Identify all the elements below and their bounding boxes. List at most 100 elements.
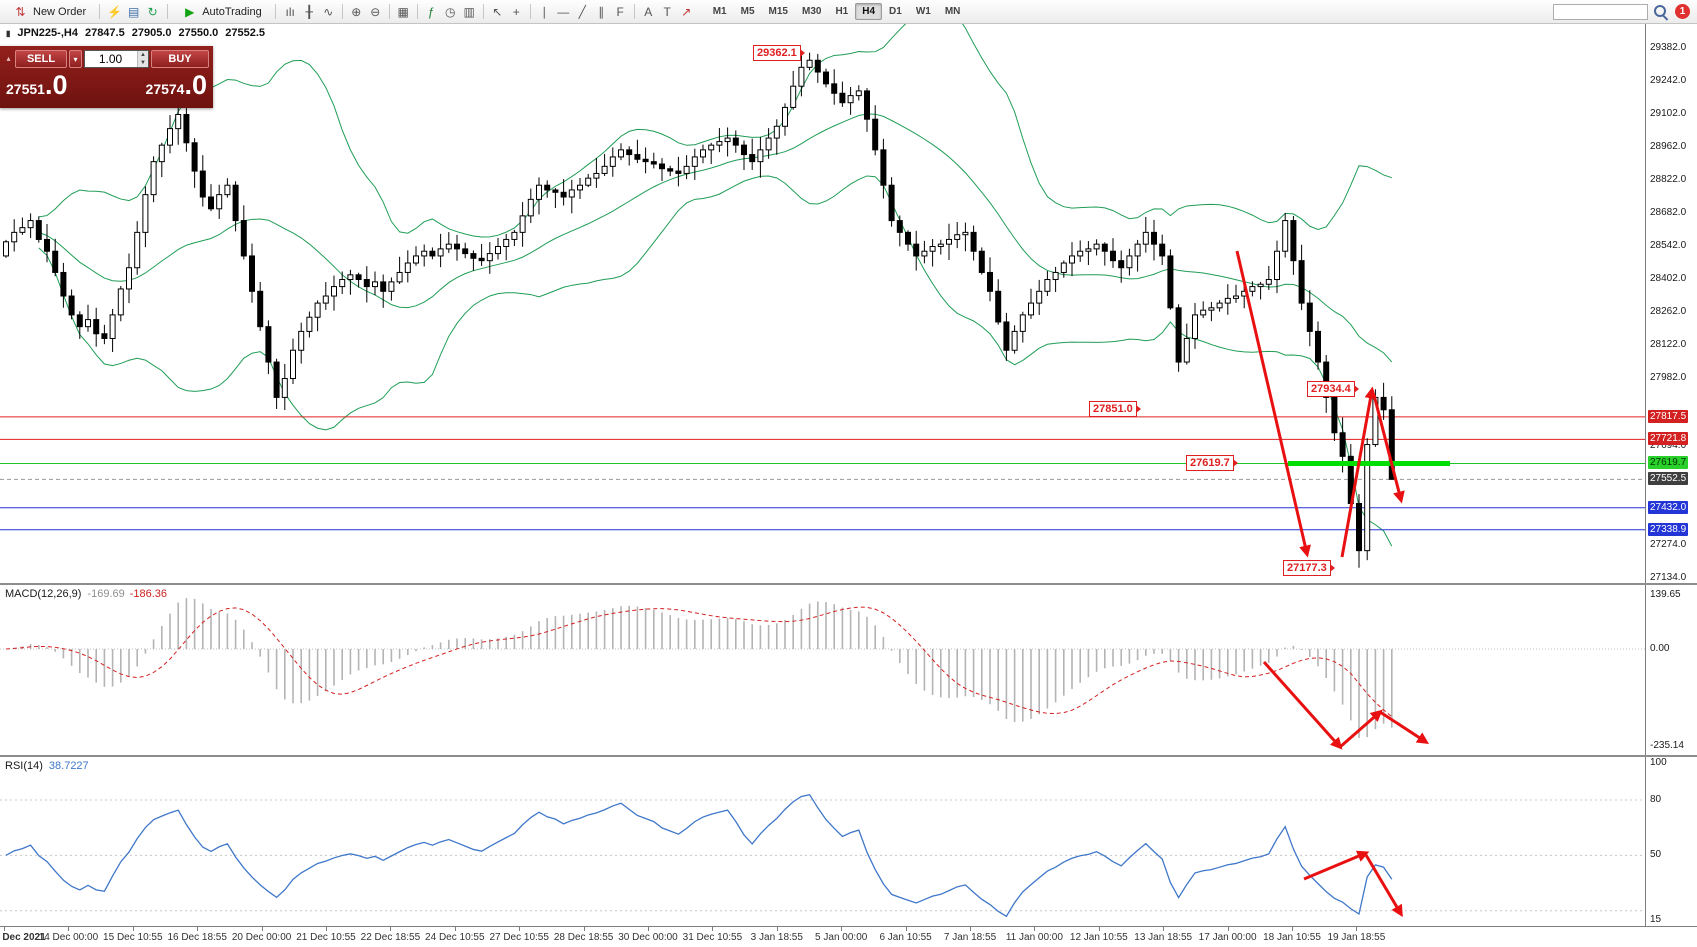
timeframe-w1-button[interactable]: W1 (909, 3, 938, 20)
trend-arrow[interactable] (1340, 386, 1377, 558)
time-tick (326, 927, 327, 931)
search-input[interactable] (1553, 3, 1648, 20)
timeframe-m15-button[interactable]: M15 (762, 3, 795, 20)
sell-price-frac: .0 (44, 70, 68, 100)
timeframe-m30-button[interactable]: M30 (795, 3, 828, 20)
channel-icon[interactable]: ∥ (598, 4, 605, 19)
price-label-annotation[interactable]: 27851.0 (1089, 400, 1141, 417)
toolbar-separator (388, 4, 390, 19)
collapse-panel-button[interactable]: ▴ (6, 54, 11, 63)
one-click-prices-row: 27551.0 27574.0 (4, 68, 209, 100)
rsi-arrow[interactable] (1364, 854, 1403, 918)
time-axis-label: 16 Dec 18:55 (167, 932, 227, 943)
trendline-icon[interactable]: ╱ (578, 4, 586, 19)
buy-price-frac: .0 (184, 70, 207, 100)
time-axis-label: 22 Dec 18:55 (360, 932, 421, 943)
macd-arrow[interactable] (1379, 710, 1430, 744)
templates-icon[interactable]: ▥ (463, 4, 475, 19)
ohlc-low: 27550.0 (178, 27, 219, 39)
time-tick (390, 927, 392, 931)
label-icon[interactable]: T (663, 4, 671, 19)
market-watch-icon[interactable]: ▤ (128, 4, 140, 19)
tile-windows-icon[interactable]: ▦ (397, 4, 409, 19)
time-axis-label: 14 Dec 00:00 (38, 932, 99, 943)
notification-badge[interactable]: 1 (1675, 4, 1690, 19)
panel-divider[interactable] (0, 755, 1697, 757)
new-order-button[interactable]: ⇅ New Order (5, 2, 93, 22)
autotrading-button[interactable]: ▶ AutoTrading (174, 2, 269, 22)
volume-decrease-button[interactable]: ▼ (137, 58, 148, 67)
one-click-controls-row: ▴ SELL ▾ ▲▼ BUY (4, 49, 209, 68)
time-axis-label: Dec 2021 (2, 932, 46, 943)
price-axis-label: 29102.0 (1650, 108, 1687, 119)
volume-input[interactable] (84, 49, 149, 68)
periods-icon[interactable]: ◷ (444, 4, 456, 19)
macd-signal-value: -186.36 (129, 588, 168, 600)
time-tick (454, 927, 456, 931)
indicators-icon[interactable]: ƒ (427, 4, 435, 19)
price-axis[interactable]: 29382.0 29242.0 29102.0 28962.0 28822.0 28682… (1645, 24, 1697, 947)
time-tick (776, 927, 778, 931)
macd-arrow[interactable] (1262, 661, 1343, 750)
toolbar-separator (341, 4, 343, 19)
time-tick (197, 927, 199, 931)
trend-arrow[interactable] (1372, 394, 1405, 504)
vertical-line-icon[interactable]: ∣ (541, 4, 548, 19)
macd-arrow[interactable] (1339, 709, 1383, 749)
time-tick (68, 927, 70, 931)
buy-button[interactable]: BUY (151, 49, 209, 68)
time-axis[interactable]: Dec 2021 14 Dec 00:00 15 Dec 10:55 16 Dec 1… (0, 926, 1697, 947)
timeframe-d1-button[interactable]: D1 (882, 3, 909, 20)
line-chart-icon[interactable]: ∿ (323, 4, 334, 19)
timeframe-h1-button[interactable]: H1 (828, 3, 855, 20)
fibonacci-icon[interactable]: F (616, 4, 624, 19)
toolbar-separator (529, 4, 531, 19)
cursor-icon[interactable]: ↖ (492, 4, 503, 19)
macd-value: -169.69 (87, 588, 125, 600)
timeframe-m5-button[interactable]: M5 (734, 3, 762, 20)
horizontal-line-icon[interactable]: ― (557, 4, 570, 19)
bollinger-bands (38, 4, 1393, 547)
time-axis-label: 31 Dec 10:55 (682, 932, 743, 943)
trend-arrow[interactable] (1235, 250, 1311, 558)
order-type-dropdown[interactable]: ▾ (69, 49, 82, 68)
panel-divider[interactable] (0, 583, 1697, 585)
time-tick (1034, 927, 1036, 931)
toolbar-separator (416, 4, 418, 19)
bar-chart-icon[interactable]: ılı (285, 4, 295, 19)
arrows-icon[interactable]: ↗ (681, 4, 692, 19)
price-label-annotation[interactable]: 27619.7 (1186, 455, 1238, 472)
candles (3, 52, 1395, 568)
volume-increase-button[interactable]: ▲ (137, 50, 148, 59)
price-label-annotation[interactable]: 27177.3 (1283, 559, 1335, 576)
time-axis-label: 6 Jan 10:55 (879, 932, 932, 943)
time-tick (1227, 927, 1229, 931)
timeframe-m1-button[interactable]: M1 (706, 3, 734, 20)
zoom-in-icon[interactable]: ⊕ (351, 4, 362, 19)
text-icon[interactable]: A (644, 4, 653, 19)
price-label-annotation[interactable]: 29362.1 (753, 44, 805, 61)
search-icon[interactable] (1653, 4, 1668, 19)
price-axis-label: 27134.0 (1650, 572, 1687, 583)
price-axis-label: 28122.0 (1650, 339, 1687, 351)
candlestick-chart-icon[interactable]: ╂ (305, 4, 313, 19)
time-tick (712, 927, 714, 931)
rsi-line (5, 793, 1393, 918)
timeframe-h4-button[interactable]: H4 (855, 3, 883, 20)
price-tag-27619.7: 27619.7 (1648, 456, 1689, 470)
volume-spinner: ▲ ▼ (137, 50, 148, 67)
rsi-axis-label: 80 (1650, 793, 1662, 805)
zoom-out-icon[interactable]: ⊖ (370, 4, 381, 19)
refresh-icon[interactable]: ↻ (147, 4, 158, 19)
rsi-value: 38.7227 (48, 760, 89, 772)
crosshair-icon[interactable]: + (512, 4, 520, 19)
timeframe-mn-button[interactable]: MN (938, 3, 968, 20)
time-tick (1292, 927, 1293, 931)
price-label-annotation[interactable]: 27934.4 (1307, 381, 1359, 398)
expert-advisors-icon[interactable]: ⚡ (107, 4, 123, 19)
sell-button[interactable]: SELL (15, 49, 67, 68)
rsi-arrow[interactable] (1303, 850, 1370, 881)
toolbar-separator (482, 4, 484, 19)
